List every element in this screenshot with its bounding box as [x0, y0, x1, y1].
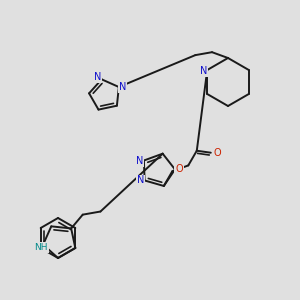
- Text: N: N: [200, 66, 207, 76]
- Text: N: N: [137, 176, 144, 185]
- Text: NH: NH: [34, 243, 48, 252]
- Text: O: O: [175, 164, 183, 174]
- Text: N: N: [94, 72, 101, 82]
- Text: O: O: [214, 148, 222, 158]
- Text: N: N: [119, 82, 127, 92]
- Text: N: N: [136, 157, 144, 166]
